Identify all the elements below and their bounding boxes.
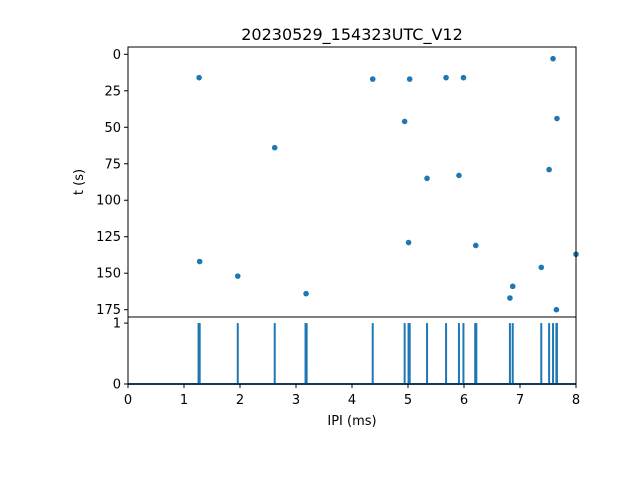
- histogram-lines: [128, 323, 576, 385]
- x-tick-label: 4: [348, 393, 356, 408]
- x-tick-label: 2: [236, 393, 244, 408]
- data-point: [369, 76, 376, 82]
- data-point: [550, 55, 556, 62]
- y-tick-label: 25: [104, 84, 121, 99]
- scatter-frame: [127, 46, 577, 318]
- y-tick-label: 150: [96, 267, 121, 282]
- data-point: [460, 74, 467, 81]
- data-point: [424, 175, 430, 182]
- x-tick-label: 3: [292, 393, 300, 408]
- y-tick-label: 1: [113, 317, 121, 332]
- histogram-x-ticks: 0 1 2 3 4 5 6 7 8: [124, 384, 580, 408]
- histogram-frame: [127, 316, 577, 385]
- data-point: [507, 295, 513, 301]
- y-tick-label: 0: [113, 378, 121, 393]
- data-point: [443, 74, 449, 81]
- data-point: [196, 258, 203, 265]
- x-tick-label: 5: [404, 393, 412, 408]
- data-point: [553, 306, 560, 313]
- y-tick-label: 75: [104, 157, 121, 172]
- y-axis-label: t (s): [72, 169, 87, 195]
- scatter-points: [196, 55, 579, 313]
- x-tick-label: 0: [124, 393, 132, 408]
- data-point: [538, 264, 545, 271]
- y-tick-label: 50: [104, 121, 121, 136]
- chart-title: 20230529_154323UTC_V12: [241, 25, 463, 45]
- data-point: [405, 239, 412, 246]
- y-tick-label: 100: [96, 194, 121, 209]
- data-point: [406, 76, 413, 82]
- data-point: [509, 283, 516, 290]
- histogram-y-ticks: 01: [113, 317, 128, 393]
- data-point: [271, 144, 278, 151]
- x-axis-label: IPI (ms): [327, 414, 376, 429]
- x-tick-label: 6: [460, 393, 468, 408]
- data-point: [546, 166, 552, 173]
- y-tick-label: 0: [113, 48, 121, 63]
- y-tick-label: 125: [96, 230, 121, 245]
- data-point: [303, 290, 309, 297]
- scatter-axes: 0 25 50 75 100 125 150 175 t (s): [72, 46, 579, 318]
- x-tick-label: 1: [180, 393, 188, 408]
- data-point: [554, 115, 560, 122]
- data-point: [472, 242, 479, 249]
- data-point: [401, 118, 408, 125]
- scatter-y-ticks: 0 25 50 75 100 125 150 175: [96, 48, 128, 318]
- data-point: [234, 273, 241, 279]
- x-tick-label: 8: [572, 393, 580, 408]
- data-point: [456, 172, 462, 179]
- data-point: [196, 74, 202, 81]
- x-tick-label: 7: [516, 393, 524, 408]
- y-tick-label: 175: [96, 303, 121, 318]
